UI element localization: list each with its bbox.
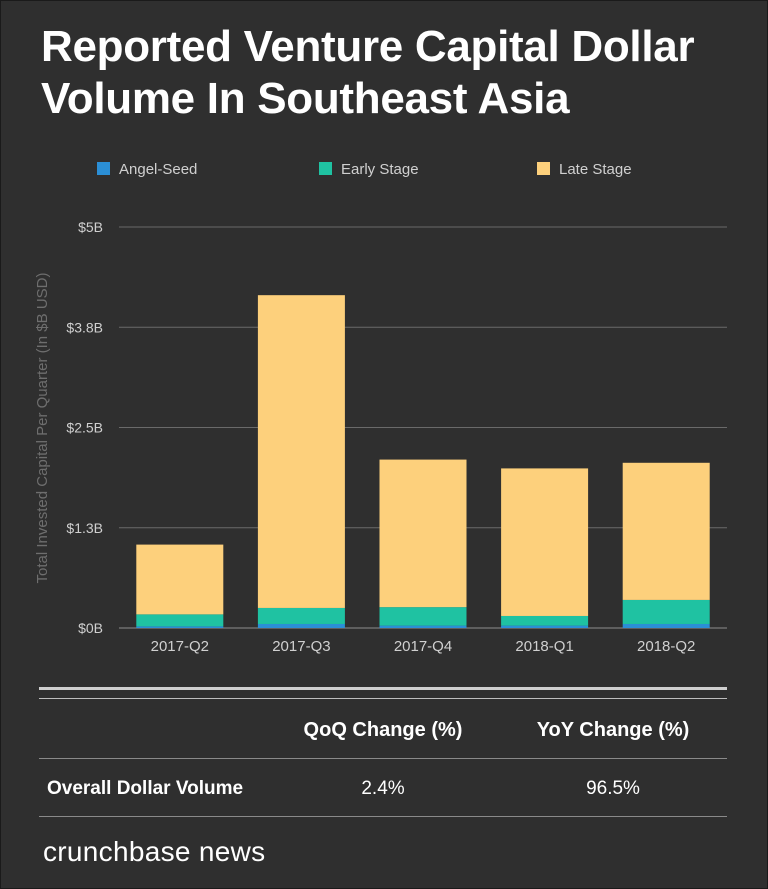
y-tick-label: $2.5B: [66, 420, 103, 436]
y-axis-label: Total Invested Capital Per Quarter (In $…: [34, 273, 51, 584]
chart-bars: [136, 295, 710, 628]
bar-late-stage-2017-q3: [257, 295, 345, 608]
yoy-header: YoY Change (%): [536, 719, 690, 741]
legend-item-early-stage: Early Stage: [319, 161, 419, 178]
bar-late-stage-2017-q2: [136, 544, 224, 615]
bar-angel-seed-2018-q2: [622, 623, 710, 628]
brand-logo-text: crunchbase news: [43, 836, 266, 867]
table-row-divider: [39, 758, 727, 759]
bar-early-stage-2018-q2: [622, 599, 710, 624]
bar-late-stage-2018-q1: [501, 468, 589, 616]
bar-early-stage-2017-q2: [136, 614, 224, 627]
qoq-value: 2.4%: [361, 778, 405, 799]
legend-item-angel-seed: Angel-Seed: [97, 161, 197, 178]
qoq-header: QoQ Change (%): [303, 719, 463, 741]
x-tick-label: 2018-Q1: [515, 638, 573, 655]
bar-early-stage-2017-q4: [379, 607, 467, 626]
x-tick-label: 2018-Q2: [637, 638, 695, 655]
bar-angel-seed-2017-q3: [257, 623, 345, 628]
legend-swatch: [319, 162, 332, 175]
y-tick-label: $5B: [78, 219, 103, 235]
legend-label: Early Stage: [341, 161, 419, 178]
yoy-value: 96.5%: [586, 778, 640, 799]
stacked-bar-chart: $0B $1.3B $2.5B $3.8B $5B 2017-Q2 2017-Q3 2017-…: [34, 161, 727, 655]
y-tick-label: $1.3B: [66, 520, 103, 536]
x-tick-label: 2017-Q3: [272, 638, 330, 655]
x-tick-label: 2017-Q2: [151, 638, 209, 655]
legend-swatch: [97, 162, 110, 175]
chart-ticks: $0B $1.3B $2.5B $3.8B $5B 2017-Q2 2017-Q3 2017-…: [66, 219, 695, 655]
table-divider-thick: [39, 687, 727, 690]
bar-angel-seed-2018-q1: [501, 625, 589, 628]
legend-swatch: [537, 162, 550, 175]
bar-early-stage-2018-q1: [501, 615, 589, 626]
chart-legend: Angel-Seed Early Stage Late Stage: [97, 161, 632, 178]
legend-label: Late Stage: [559, 161, 632, 178]
bar-angel-seed-2017-q4: [379, 625, 467, 628]
row-label-overall: Overall Dollar Volume: [47, 778, 244, 799]
legend-label: Angel-Seed: [119, 161, 197, 178]
bar-early-stage-2017-q3: [257, 607, 345, 624]
y-tick-label: $0B: [78, 620, 103, 636]
table-bottom-divider: [39, 816, 727, 817]
table-divider-thin: [39, 698, 727, 699]
bar-late-stage-2018-q2: [622, 462, 710, 600]
bar-angel-seed-2017-q2: [136, 626, 224, 628]
legend-item-late-stage: Late Stage: [537, 161, 632, 178]
y-tick-label: $3.8B: [66, 319, 103, 335]
x-tick-label: 2017-Q4: [394, 638, 452, 655]
bar-late-stage-2017-q4: [379, 459, 467, 608]
page-title: Reported Venture Capital Dollar Volume I…: [41, 22, 695, 123]
